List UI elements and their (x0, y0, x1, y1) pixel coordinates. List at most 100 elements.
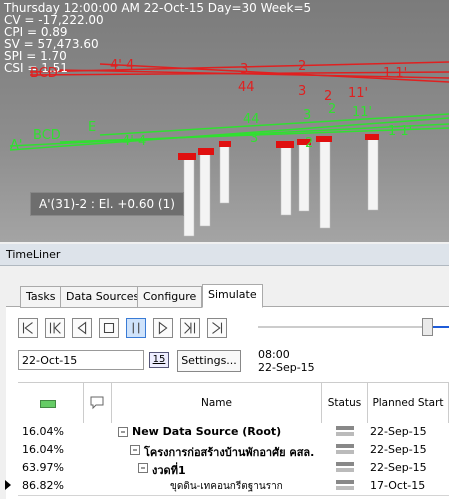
grid-label: 1 1' (383, 66, 408, 81)
expand-toggle[interactable] (118, 427, 128, 437)
overlay-line: CV = -17,222.00 (4, 13, 104, 27)
comment-header (84, 383, 112, 423)
comment-icon (90, 396, 104, 410)
button-icon (158, 321, 168, 335)
tab[interactable]: Configure (137, 286, 203, 308)
status-bar (336, 450, 354, 454)
minus (121, 431, 125, 433)
grid-label: 3 (298, 84, 307, 99)
button-icon (103, 322, 115, 334)
button-icon (132, 322, 140, 334)
tab[interactable]: Simulate (202, 284, 263, 308)
overlay-line: Thursday 12:00:00 AM 22-Oct-15 Day=30 We… (4, 1, 312, 15)
time: 08:00 (258, 348, 290, 361)
column-header: Planned Start (368, 383, 449, 423)
overlay-line: CSI = 1.51 (4, 61, 68, 75)
expand-toggle[interactable] (130, 445, 140, 455)
column-header: Status (322, 383, 368, 423)
playback-button[interactable] (18, 318, 38, 338)
task-name: โครงการก่อสร้างบ้านพักอาศัย คสล. (144, 446, 315, 459)
expand-toggle[interactable] (138, 463, 148, 473)
piles (178, 134, 379, 237)
calendar-button[interactable]: 15 (149, 352, 169, 368)
button-icon (184, 322, 196, 334)
grid-label: 4' 4 (122, 134, 147, 149)
planned-start: 22-Sep-15 (370, 425, 427, 438)
grid-label: 3 (250, 131, 259, 146)
grid-label: E (88, 120, 97, 135)
overlay-line: CPI = 0.89 (4, 25, 68, 39)
playback-button[interactable] (207, 318, 227, 338)
overlay-line: SPI = 1.70 (4, 49, 67, 63)
task-name: New Data Source (Root) (132, 425, 282, 438)
settings-button[interactable]: Settings... (177, 350, 241, 372)
table-header: Name Status Planned Start (18, 382, 449, 424)
playback-button[interactable] (126, 318, 146, 338)
status-bar (336, 426, 354, 430)
slider-track[interactable] (258, 326, 428, 328)
grid-label: 3 (303, 108, 312, 123)
status-bar (336, 462, 354, 466)
grid-label: 11' (348, 86, 369, 101)
playback-button[interactable] (45, 318, 65, 338)
status-bar (336, 432, 354, 436)
status-bar (336, 444, 354, 448)
task-row[interactable]: 16.04% โครงการก่อสร้างบ้านพักอาศัย คสล. 22… (18, 441, 449, 460)
planned-start: 22-Sep-15 (370, 461, 427, 474)
grid-label: 3 (240, 62, 249, 77)
planned-start: 17-Oct-15 (370, 479, 426, 492)
progress: 63.97% (22, 461, 64, 474)
grid-label: A' (10, 138, 23, 153)
playback-button[interactable] (99, 318, 119, 338)
minus (133, 449, 137, 451)
progress-header (18, 383, 84, 423)
overlay-line: SV = 57,473.60 (4, 37, 99, 51)
playback-button[interactable] (72, 318, 92, 338)
task-row[interactable]: 63.97% งวดที่1 22-Sep-15 (18, 459, 449, 478)
task-name: งวดที่1 (152, 464, 186, 477)
button-icon (212, 322, 223, 334)
grid-label: 4' 4 (110, 58, 135, 73)
task-name: ขุดดิน-เทคอนกรีตฐานราก (170, 481, 283, 492)
button-icon (77, 321, 87, 335)
task-row[interactable]: 86.82% ขุดดิน-เทคอนกรีตฐานราก 17-Oct-15 (18, 477, 449, 496)
model-graphics (9, 61, 449, 237)
panel-title: TimeLiner (0, 244, 449, 266)
status-bar (336, 480, 354, 484)
progress-icon (40, 400, 56, 408)
grid-label: 2 (324, 89, 333, 104)
grid-label: 2 (298, 59, 307, 74)
tab[interactable]: Data Sources (60, 286, 146, 308)
grid-label: 44 (238, 80, 255, 95)
row-marker (5, 480, 11, 490)
time-date: 22-Sep-15 (258, 361, 315, 374)
planned-start: 22-Sep-15 (370, 443, 427, 456)
button-icon (49, 322, 61, 334)
column-header: Name (112, 383, 322, 423)
grid-label: 2 (328, 102, 337, 117)
progress: 86.82% (22, 479, 64, 492)
status-bar (336, 486, 354, 490)
minus (141, 467, 145, 469)
status-bar (336, 468, 354, 472)
progress: 16.04% (22, 443, 64, 456)
date-input[interactable]: 22-Oct-15 (18, 350, 144, 370)
playback-button[interactable] (180, 318, 200, 338)
grid-label: 11' (352, 105, 373, 120)
slider-fill (428, 326, 449, 328)
grid-label: 2 (305, 136, 314, 151)
tab[interactable]: Tasks (20, 286, 62, 308)
red-grid (29, 61, 449, 83)
grid-label: BCD (30, 66, 58, 81)
task-row[interactable]: 16.04% New Data Source (Root) 22-Sep-15 (18, 423, 449, 442)
playback-button[interactable] (153, 318, 173, 338)
viewport[interactable]: Thursday 12:00:00 AM 22-Oct-15 Day=30 We… (0, 0, 449, 242)
button-icon (22, 322, 33, 334)
green-grid (9, 113, 449, 151)
grid-label: 1 1' (388, 124, 413, 139)
slider-thumb[interactable] (422, 318, 433, 336)
grid-label: BCD (33, 128, 61, 143)
tooltip: A'(31)-2 : El. +0.60 (1) (30, 192, 184, 216)
grid-label: 44 (243, 112, 260, 127)
